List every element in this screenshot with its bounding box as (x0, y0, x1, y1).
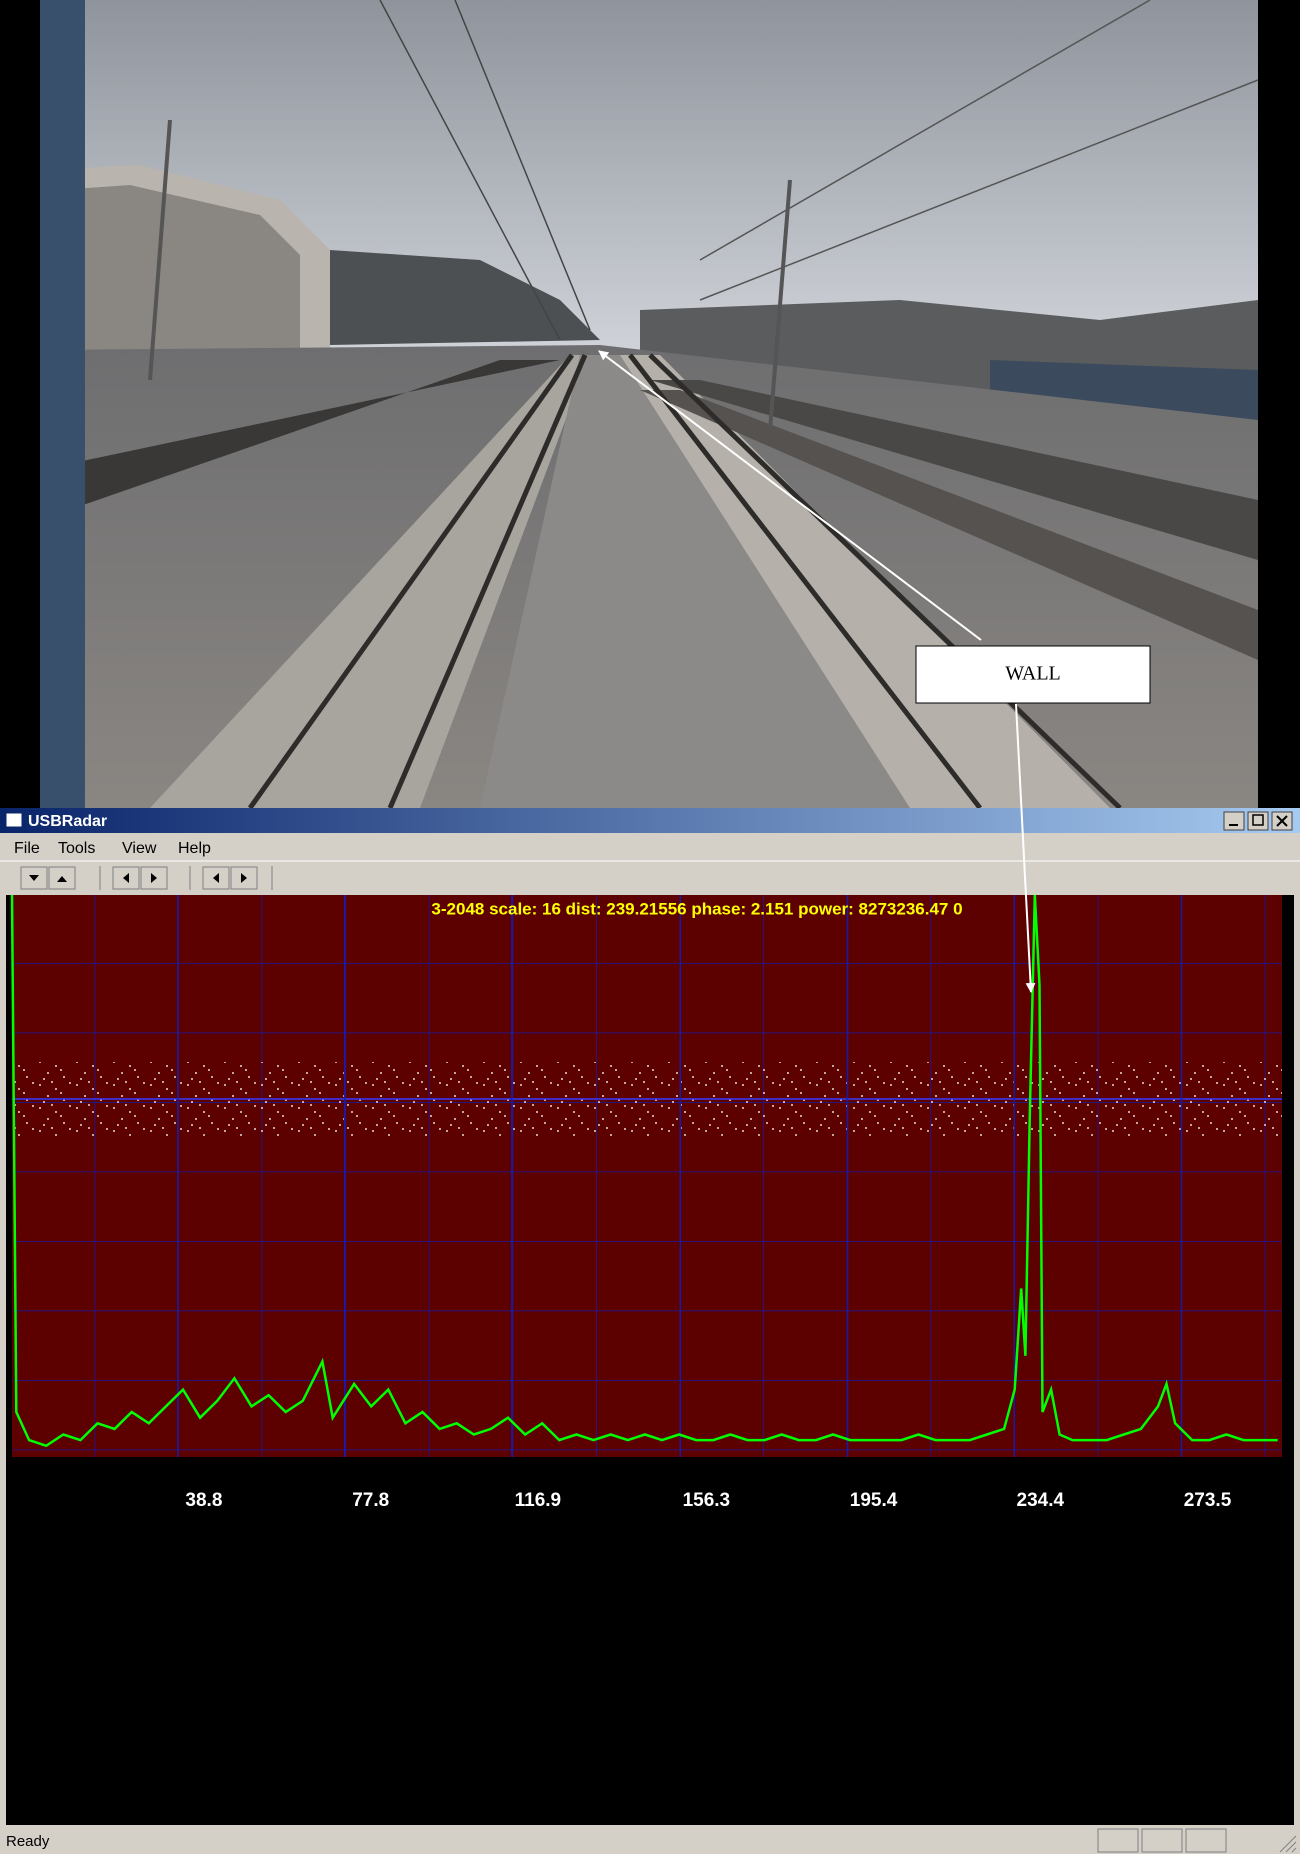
annotation-label: WALL (1005, 663, 1061, 685)
grid (12, 895, 1282, 1457)
x-tick-label: 77.8 (352, 1490, 389, 1511)
x-tick-label: 273.5 (1184, 1490, 1232, 1511)
app-icon (6, 813, 22, 827)
toolbar (21, 866, 272, 890)
x-tick-label: 38.8 (185, 1490, 222, 1511)
status-bar (0, 1827, 1300, 1854)
readout: 3-2048 scale: 16 dist: 239.21556 phase: … (431, 899, 962, 918)
x-tick-label: 156.3 (683, 1490, 731, 1511)
x-tick-label: 234.4 (1017, 1490, 1065, 1511)
x-tick-label: 116.9 (515, 1490, 562, 1511)
x-tick-label: 195.4 (850, 1490, 898, 1511)
window-buttons[interactable] (1224, 812, 1292, 830)
page: USBRadar File Tools View Help (0, 0, 1300, 1854)
menu-item[interactable]: Help (178, 840, 211, 857)
screen: USBRadar File Tools View Help (0, 0, 1300, 1854)
app-window: USBRadar File Tools View Help (0, 808, 1300, 1854)
menu-item[interactable]: File (14, 840, 40, 857)
window-title: USBRadar (28, 813, 107, 830)
minimize-button[interactable] (1224, 812, 1244, 830)
status-text: Ready (6, 1833, 50, 1850)
menu-item[interactable]: View (122, 840, 157, 857)
menu-item[interactable]: Tools (58, 840, 95, 857)
title-bar (0, 808, 1300, 833)
